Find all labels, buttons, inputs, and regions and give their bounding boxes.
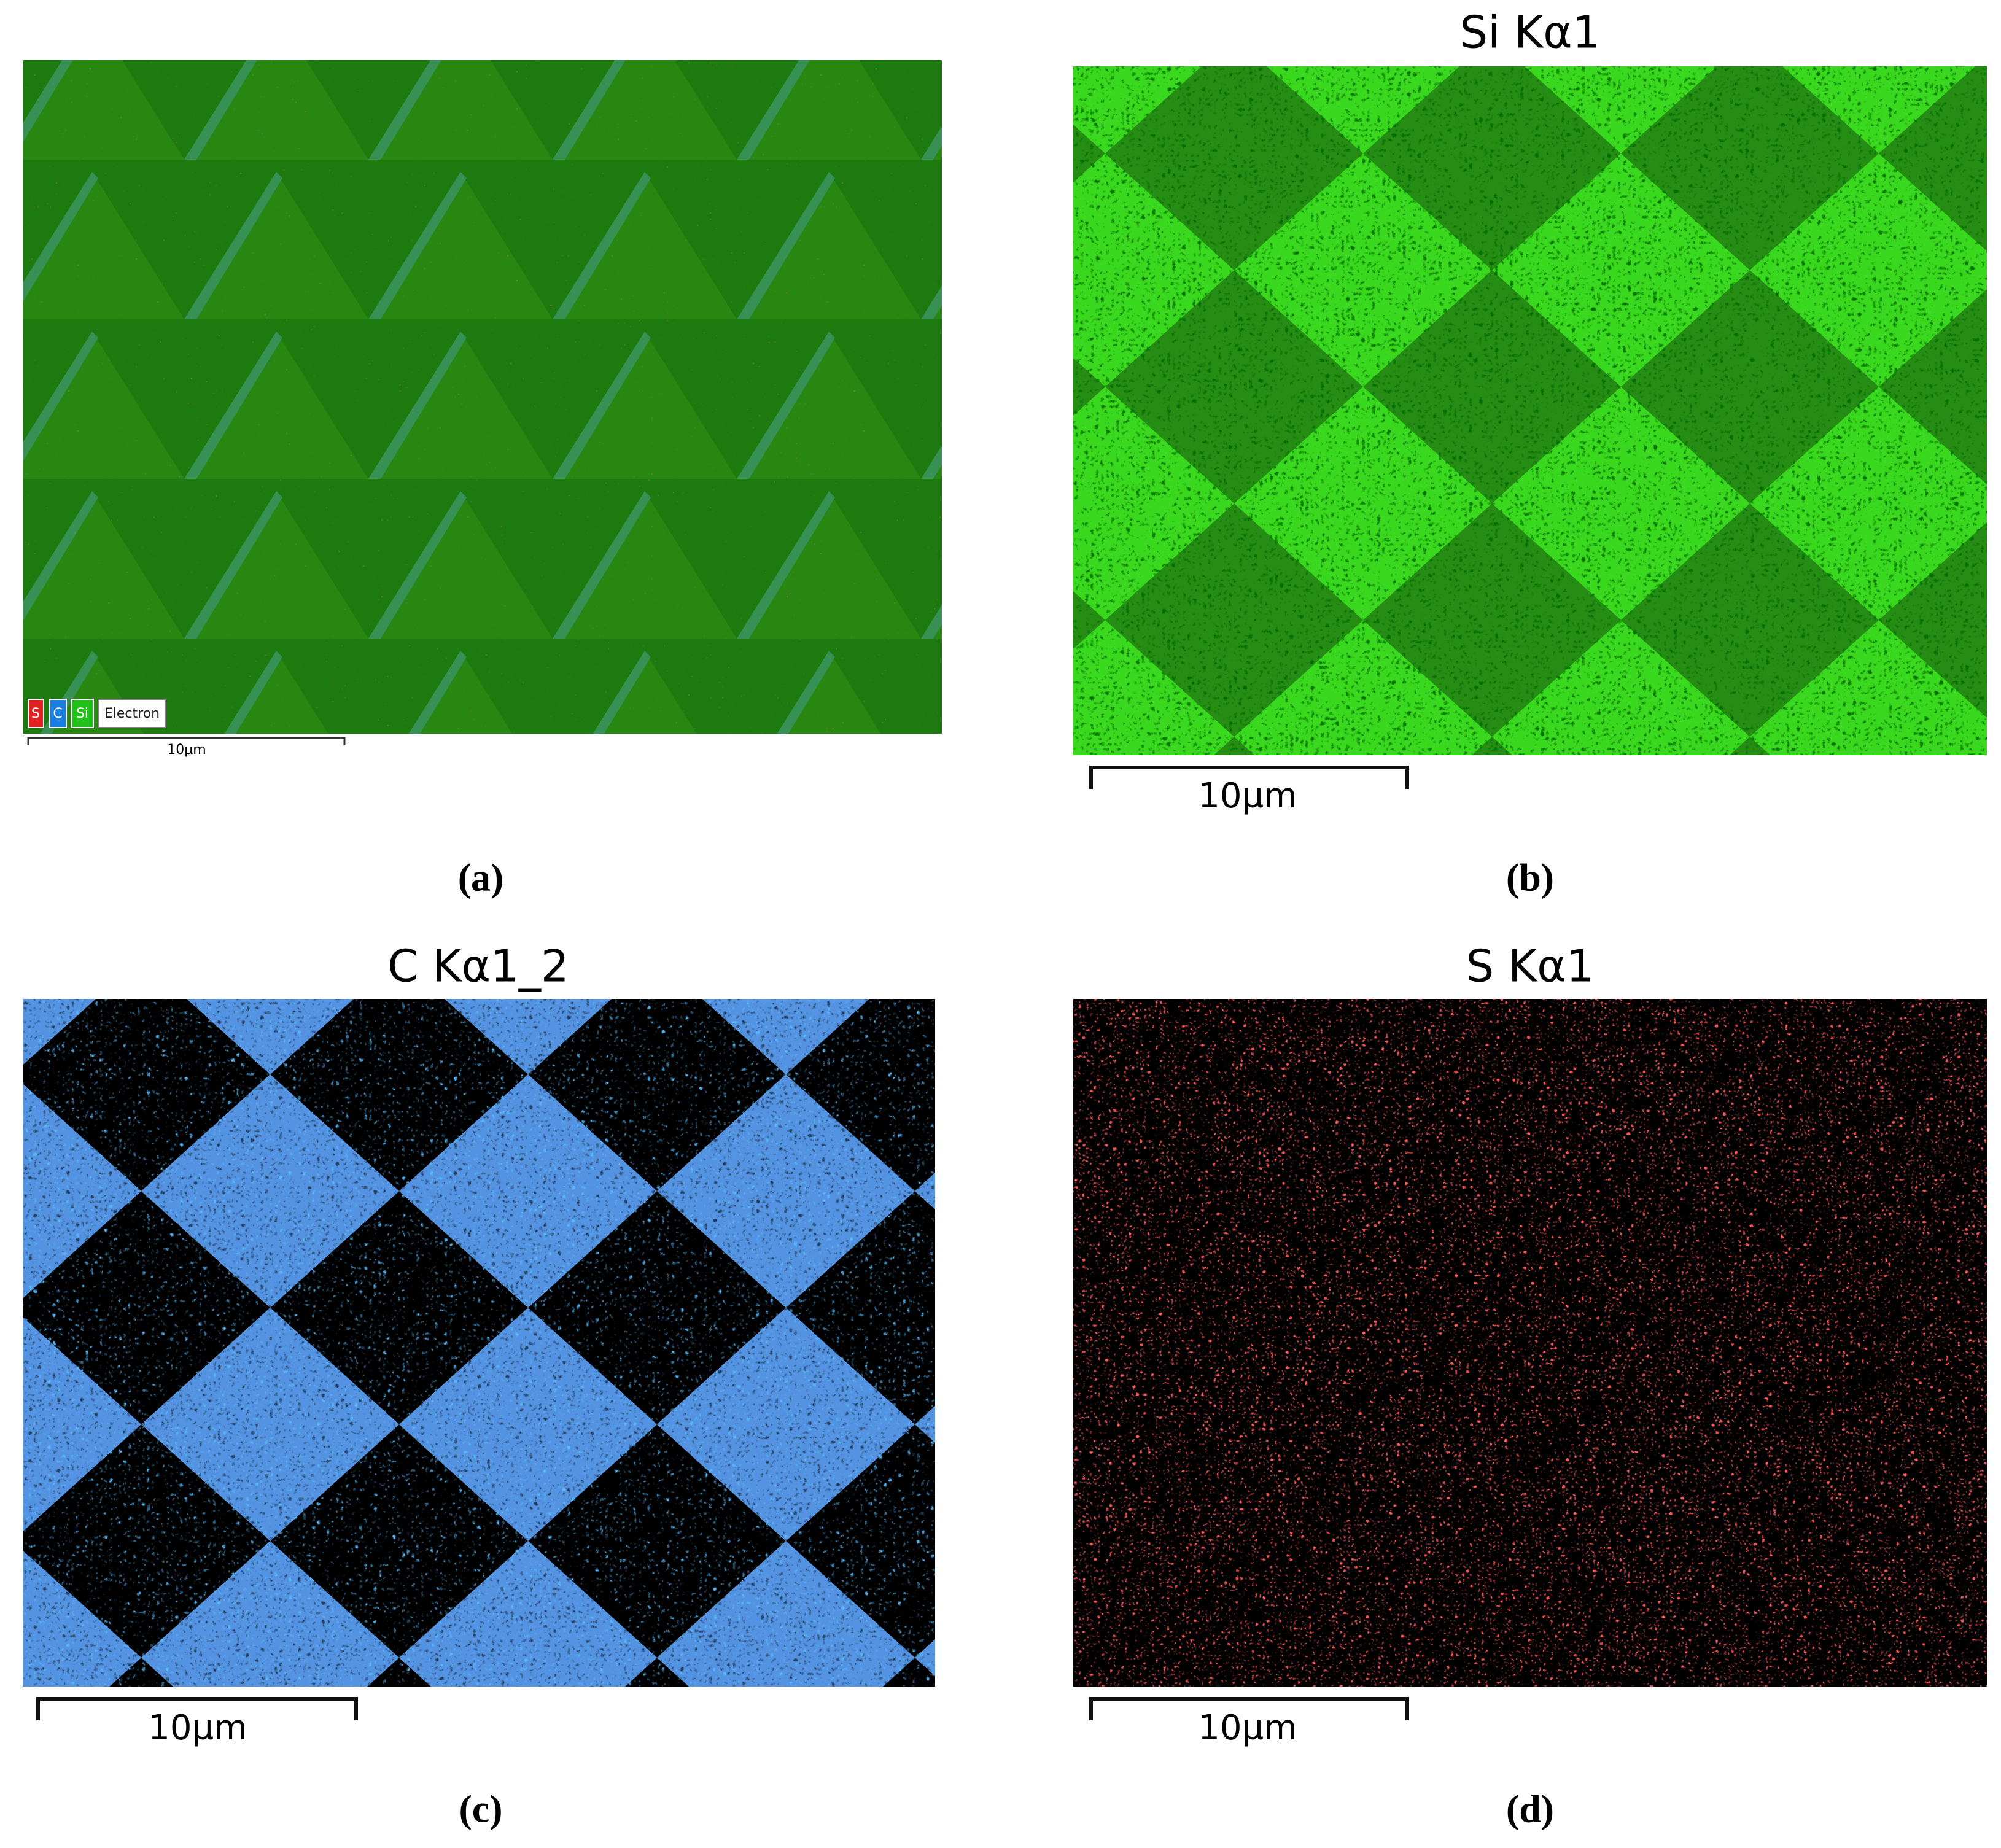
scale-bar (1089, 1697, 1409, 1720)
scale-bar (27, 737, 346, 745)
legend-label: C (53, 706, 62, 721)
scale-bar-label: 10µm (1198, 1708, 1297, 1748)
scale-bar (36, 1697, 358, 1720)
panel-d: S Kα1 10µm (d) (1073, 941, 1987, 1831)
legend-swatch (71, 699, 94, 728)
panel-title: Si Kα1 (1459, 7, 1600, 58)
caption: (b) (1506, 856, 1554, 899)
caption: (c) (459, 1787, 502, 1831)
legend-swatch (28, 699, 44, 728)
element-dots (23, 60, 942, 734)
panel-a: S C Si Electron 10µm (a) (23, 60, 942, 899)
legend-swatch (49, 699, 67, 728)
panel-c: C Kα1_2 10µm (c) (23, 941, 935, 1831)
legend-label: S (31, 706, 40, 721)
legend-label: Si (76, 706, 88, 721)
s-map-noise (1073, 999, 1987, 1687)
scale-bar-label: 10µm (148, 1708, 247, 1748)
scale-bar-label: 10µm (167, 742, 206, 758)
panel-b: Si Kα1 10µm (b) (1073, 7, 1987, 899)
caption: (d) (1506, 1787, 1554, 1831)
caption: (a) (458, 856, 504, 899)
legend-swatch (98, 699, 166, 728)
scale-bar (1089, 766, 1409, 789)
legend: S C Si Electron (28, 699, 166, 728)
legend-label: Electron (104, 706, 160, 721)
panel-title: S Kα1 (1466, 941, 1594, 992)
si-map-noise (1073, 66, 1987, 755)
c-map-dark-noise (23, 999, 935, 1687)
panel-title: C Kα1_2 (387, 941, 569, 992)
scale-bar-label: 10µm (1198, 776, 1297, 816)
